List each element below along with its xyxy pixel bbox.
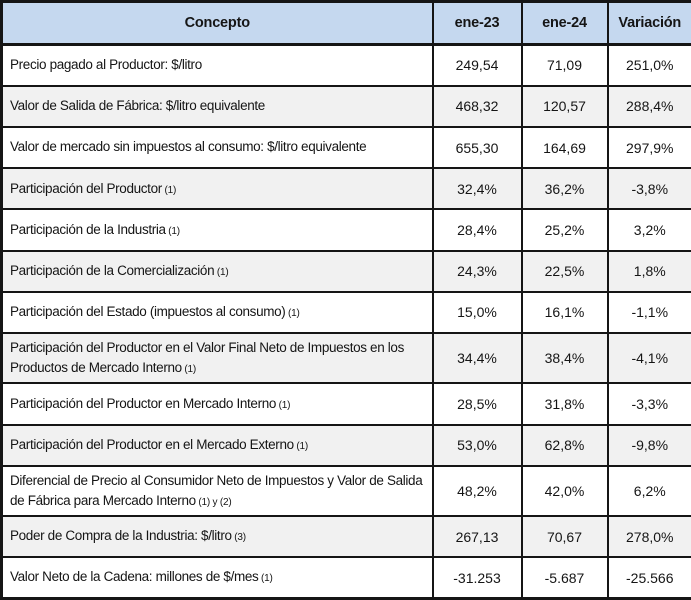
variacion-value-cell: -25.566: [606, 556, 691, 600]
row-footnote-marker: (3): [231, 532, 246, 544]
header-row: Concepto ene-23 ene-24 Variación: [0, 0, 691, 46]
ene24-value-cell: 31,8%: [520, 382, 609, 426]
concepto-cell: Participación del Estado (impuestos al c…: [0, 290, 434, 335]
table-row: Valor Neto de la Cadena: millones de $/m…: [0, 556, 691, 600]
table-row: Diferencial de Precio al Consumidor Neto…: [0, 464, 691, 518]
ene23-value-cell: 28,4%: [431, 208, 523, 252]
concepto-cell: Poder de Compra de la Industria: $/litro…: [0, 514, 434, 559]
table-row: Poder de Compra de la Industria: $/litro…: [0, 514, 691, 559]
ene23-value-cell: 32,4%: [431, 167, 523, 211]
row-footnote-marker: (1): [161, 184, 177, 196]
ene23-value-cell: 24,3%: [431, 249, 523, 293]
row-label: Valor de Salida de Fábrica: $/litro equi…: [10, 98, 265, 114]
table-row: Valor de mercado sin impuestos al consum…: [0, 125, 691, 170]
ene24-value-cell: -5.687: [520, 556, 609, 600]
row-footnote-marker: (1): [165, 225, 180, 237]
concepto-cell: Participación del Productor en Mercado I…: [0, 382, 434, 426]
row-label: Valor de mercado sin impuestos al consum…: [10, 139, 367, 155]
concepto-cell: Precio pagado al Productor: $/litro: [0, 43, 434, 87]
column-header-concepto: Concepto: [0, 0, 434, 46]
table-row: Participación del Productor en el Valor …: [0, 332, 691, 385]
row-label: Participación del Estado (impuestos al c…: [10, 304, 286, 320]
row-label: Participación del Productor en Mercado I…: [10, 395, 277, 411]
variacion-value-cell: 278,0%: [606, 514, 691, 559]
variacion-value-cell: -9,8%: [606, 423, 691, 467]
row-label: Participación de la Comercialización: [10, 263, 215, 279]
row-label: Valor Neto de la Cadena: millones de $/m…: [10, 569, 259, 585]
row-label: Precio pagado al Productor: $/litro: [10, 57, 202, 73]
variacion-value-cell: 6,2%: [606, 464, 691, 518]
ene23-value-cell: 267,13: [431, 514, 523, 559]
row-footnote-marker: (1): [181, 364, 197, 376]
variacion-value-cell: 1,8%: [606, 249, 691, 293]
ene23-value-cell: 15,0%: [431, 290, 523, 335]
ene23-value-cell: 53,0%: [431, 423, 523, 467]
table-row: Participación de la Industria (1) 28,4% …: [0, 208, 691, 252]
row-label: Participación de la Industria: [10, 221, 166, 237]
variacion-value-cell: 288,4%: [606, 84, 691, 128]
table-row: Precio pagado al Productor: $/litro 249,…: [0, 43, 691, 87]
concepto-cell: Participación de la Comercialización (1): [0, 249, 434, 293]
table-row: Participación de la Comercialización (1)…: [0, 249, 691, 293]
row-footnote-marker: (1): [276, 399, 291, 411]
variacion-value-cell: -1,1%: [606, 290, 691, 335]
concepto-cell: Participación del Productor en el Valor …: [0, 332, 434, 385]
concepto-cell: Diferencial de Precio al Consumidor Neto…: [0, 464, 434, 518]
table-row: Participación del Estado (impuestos al c…: [0, 290, 691, 335]
concepto-cell: Participación de la Industria (1): [0, 208, 434, 252]
table-header: Concepto ene-23 ene-24 Variación: [0, 0, 691, 46]
table-body: Precio pagado al Productor: $/litro 249,…: [0, 43, 691, 600]
ene24-value-cell: 25,2%: [520, 208, 609, 252]
variacion-value-cell: 297,9%: [606, 125, 691, 170]
variacion-value-cell: -3,3%: [606, 382, 691, 426]
variacion-value-cell: -4,1%: [606, 332, 691, 385]
ene23-value-cell: 249,54: [431, 43, 523, 87]
ene24-value-cell: 62,8%: [520, 423, 609, 467]
variacion-value-cell: -3,8%: [606, 167, 691, 211]
ene24-value-cell: 22,5%: [520, 249, 609, 293]
ene23-value-cell: 34,4%: [431, 332, 523, 385]
ene24-value-cell: 164,69: [520, 125, 609, 170]
row-footnote-marker: (1): [214, 267, 229, 279]
ene24-value-cell: 16,1%: [520, 290, 609, 335]
concepto-cell: Participación del Productor en el Mercad…: [0, 423, 434, 467]
ene23-value-cell: 48,2%: [431, 464, 523, 518]
ene24-value-cell: 70,67: [520, 514, 609, 559]
concepto-cell: Valor Neto de la Cadena: millones de $/m…: [0, 556, 434, 600]
column-header-ene24: ene-24: [520, 0, 609, 46]
ene23-value-cell: 28,5%: [431, 382, 523, 426]
ene24-value-cell: 71,09: [520, 43, 609, 87]
concepto-cell: Valor de Salida de Fábrica: $/litro equi…: [0, 84, 434, 128]
row-label: Participación del Productor: [10, 180, 162, 196]
row-footnote-marker: (1): [285, 308, 300, 320]
ene23-value-cell: 655,30: [431, 125, 523, 170]
concepto-cell: Participación del Productor (1): [0, 167, 434, 211]
concepto-cell: Valor de mercado sin impuestos al consum…: [0, 125, 434, 170]
ene24-value-cell: 38,4%: [520, 332, 609, 385]
ene24-value-cell: 36,2%: [520, 167, 609, 211]
table-row: Participación del Productor en el Mercad…: [0, 423, 691, 467]
variacion-value-cell: 251,0%: [606, 43, 691, 87]
table-row: Valor de Salida de Fábrica: $/litro equi…: [0, 84, 691, 128]
row-label: Diferencial de Precio al Consumidor Neto…: [10, 472, 423, 508]
row-footnote-marker: (1): [258, 573, 273, 585]
table-row: Participación del Productor en Mercado I…: [0, 382, 691, 426]
ene23-value-cell: -31.253: [431, 556, 523, 600]
ene24-value-cell: 120,57: [520, 84, 609, 128]
ene24-value-cell: 42,0%: [520, 464, 609, 518]
table-row: Participación del Productor (1) 32,4% 36…: [0, 167, 691, 211]
row-footnote-marker: (1): [293, 441, 308, 452]
row-label: Participación del Productor en el Valor …: [10, 339, 404, 376]
row-footnote-marker: (1) y (2): [195, 496, 232, 508]
row-label: Participación del Productor en el Mercad…: [10, 437, 294, 452]
variacion-value-cell: 3,2%: [606, 208, 691, 252]
ene23-value-cell: 468,32: [431, 84, 523, 128]
row-label: Poder de Compra de la Industria: $/litro: [10, 528, 232, 544]
column-header-variacion: Variación: [606, 0, 691, 46]
column-header-ene23: ene-23: [431, 0, 523, 46]
